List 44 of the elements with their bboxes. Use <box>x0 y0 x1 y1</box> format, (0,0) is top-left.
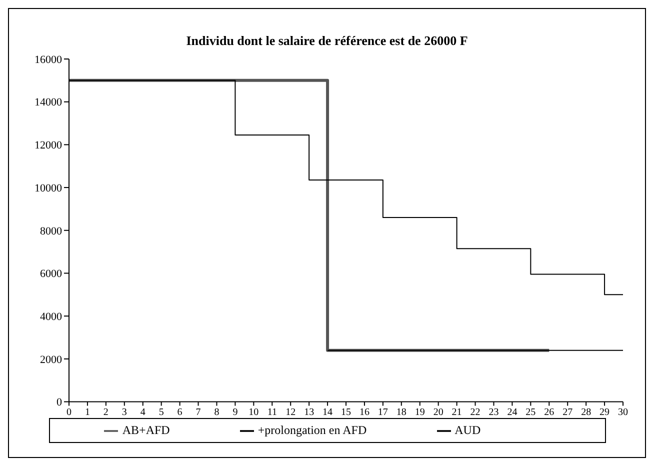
x-tick-label: 20 <box>433 406 444 418</box>
x-tick-label: 4 <box>140 406 146 418</box>
x-tick-label: 13 <box>304 406 314 418</box>
x-tick-label: 8 <box>214 406 220 418</box>
x-tick-label: 30 <box>618 406 628 418</box>
y-tick-label: 16000 <box>34 54 62 66</box>
x-tick-label: 27 <box>562 406 573 418</box>
y-tick-label: 8000 <box>40 225 62 238</box>
x-tick-label: 6 <box>177 406 182 418</box>
y-tick-label: 14000 <box>34 96 62 109</box>
x-tick-label: 19 <box>414 406 425 418</box>
y-tick-label: 0 <box>56 396 62 409</box>
x-tick-label: 26 <box>544 406 554 418</box>
x-tick-label: 15 <box>341 406 351 418</box>
x-tick-label: 29 <box>600 406 610 418</box>
x-tick-label: 10 <box>248 406 259 418</box>
x-tick-label: 7 <box>196 406 201 418</box>
y-tick-label: 10000 <box>34 182 62 194</box>
x-tick-label: 11 <box>267 406 277 418</box>
chart-title: Individu dont le salaire de référence est de 26000 F <box>185 33 469 50</box>
x-tick-label: 21 <box>452 406 462 418</box>
x-tick-label: 23 <box>488 406 499 418</box>
legend-label: +prolongation en AFD <box>258 422 367 437</box>
x-tick-label: 0 <box>66 406 72 418</box>
x-tick-label: 28 <box>581 406 592 418</box>
x-tick-label: 16 <box>359 406 370 418</box>
x-tick-label: 2 <box>103 406 108 418</box>
y-tick-label: 6000 <box>40 268 62 280</box>
legend-label: AUD <box>454 422 481 437</box>
x-tick-label: 1 <box>84 406 90 418</box>
y-tick-label: 12000 <box>34 140 62 152</box>
x-tick-label: 5 <box>158 406 164 418</box>
y-tick-label: 4000 <box>40 310 62 323</box>
x-tick-label: 24 <box>507 406 518 418</box>
x-tick-label: 25 <box>526 406 536 418</box>
x-tick-label: 3 <box>122 406 127 418</box>
x-tick-label: 18 <box>396 406 406 418</box>
y-tick-label: 2000 <box>40 354 62 366</box>
x-tick-label: 22 <box>470 406 480 418</box>
x-tick-label: 14 <box>322 406 333 418</box>
x-tick-label: 9 <box>232 406 238 418</box>
x-tick-label: 12 <box>286 406 296 418</box>
legend-label: AB+AFD <box>122 422 170 437</box>
x-tick-label: 17 <box>378 406 388 418</box>
